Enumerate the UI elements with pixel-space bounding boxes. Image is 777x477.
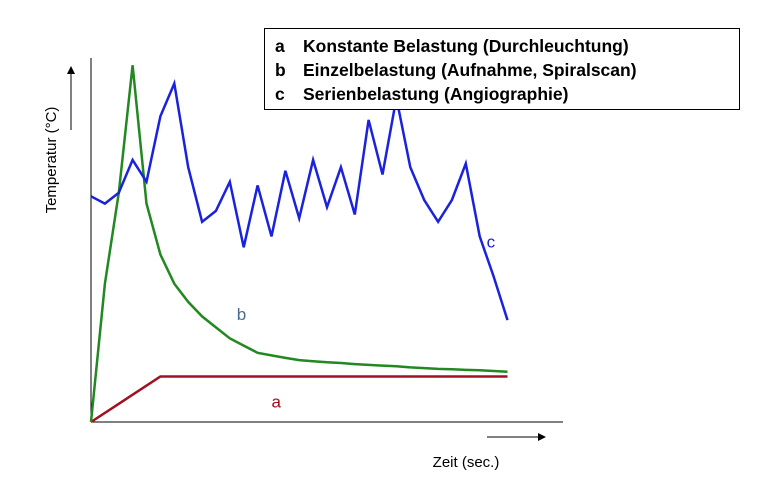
curve-label-a: a <box>272 392 282 411</box>
legend-key: a <box>275 36 285 56</box>
series-line-b <box>89 65 508 423</box>
legend-text: Konstante Belastung (Durchleuchtung) <box>303 36 629 56</box>
x-axis-label: Zeit (sec.) <box>433 454 500 471</box>
legend-entry-a: a Konstante Belastung (Durchleuchtung) <box>275 36 629 57</box>
legend-key: c <box>275 84 285 104</box>
legend-text: Einzelbelastung (Aufnahme, Spiralscan) <box>303 60 637 80</box>
x-axis-arrow <box>487 433 546 441</box>
curve-label-c: c <box>487 232 496 251</box>
series-line-a <box>90 375 508 424</box>
y-axis-arrow <box>67 66 75 130</box>
series-line-c <box>90 79 509 321</box>
y-axis-label: Temperatur (°C) <box>43 107 60 214</box>
legend-text: Serienbelastung (Angiographie) <box>303 84 569 104</box>
legend-key: b <box>275 60 286 80</box>
curve-labels: a b c <box>237 232 496 411</box>
legend-entry-c: c Serienbelastung (Angiographie) <box>275 84 568 105</box>
curve-label-b: b <box>237 305 246 324</box>
series-layer <box>89 65 509 424</box>
legend-entry-b: b Einzelbelastung (Aufnahme, Spiralscan) <box>275 60 637 81</box>
